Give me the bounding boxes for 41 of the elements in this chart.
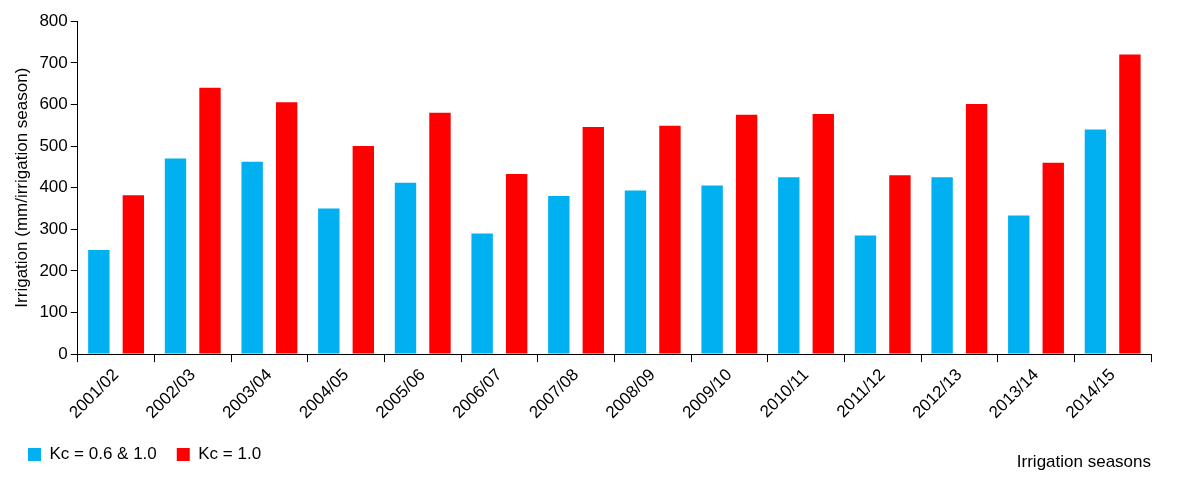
- bar: [1042, 162, 1064, 354]
- bar: [318, 208, 340, 354]
- bar: [582, 126, 604, 354]
- bar: [241, 161, 263, 354]
- y-tick-label: 500: [39, 135, 68, 155]
- bar: [1119, 54, 1141, 354]
- bar: [122, 195, 145, 354]
- bar: [931, 177, 953, 354]
- bar: [548, 195, 570, 354]
- y-tick-label: 200: [39, 260, 68, 280]
- bar: [812, 114, 834, 354]
- x-axis-title: Irrigation seasons: [1016, 452, 1151, 472]
- bar: [854, 235, 877, 354]
- bar: [701, 185, 723, 354]
- y-axis-title: Irrigation (mm/irrigation season): [11, 67, 31, 308]
- bar: [889, 175, 911, 354]
- y-tick-label: 300: [39, 218, 68, 238]
- bar: [275, 102, 298, 354]
- y-tick-label: 100: [39, 302, 68, 322]
- bar: [505, 173, 528, 354]
- bar: [1084, 129, 1107, 354]
- legend-label: Kc = 0.6 & 1.0: [49, 444, 157, 464]
- y-tick-label: 700: [39, 52, 68, 72]
- legend-label: Kc = 1.0: [198, 444, 262, 464]
- bar: [199, 87, 221, 354]
- bar: [394, 182, 417, 354]
- y-tick-label: 0: [58, 343, 68, 363]
- bar: [659, 125, 681, 354]
- bar: [624, 190, 647, 354]
- y-tick-label: 800: [39, 10, 68, 30]
- bar: [1008, 215, 1030, 354]
- bar: [471, 233, 493, 354]
- y-tick-label: 400: [39, 177, 68, 197]
- bar: [429, 112, 451, 354]
- bar: [965, 104, 988, 354]
- bar: [88, 250, 110, 354]
- bar: [164, 158, 187, 354]
- bar: [778, 177, 800, 354]
- y-tick-label: 600: [39, 94, 68, 114]
- bar: [735, 114, 758, 354]
- bar: [352, 146, 375, 354]
